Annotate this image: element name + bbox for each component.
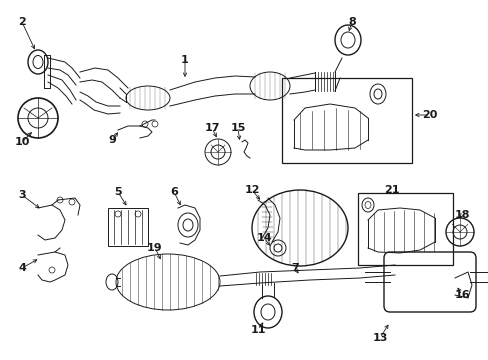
- Text: 17: 17: [204, 123, 219, 133]
- Text: 16: 16: [453, 290, 469, 300]
- Text: 7: 7: [290, 263, 298, 273]
- Text: 4: 4: [18, 263, 26, 273]
- Bar: [282, 78, 411, 163]
- Text: 12: 12: [244, 185, 259, 195]
- Text: 14: 14: [256, 233, 271, 243]
- Text: 10: 10: [14, 137, 30, 147]
- Text: 6: 6: [170, 187, 178, 197]
- Text: 21: 21: [384, 185, 399, 195]
- Text: 8: 8: [347, 17, 355, 27]
- Text: 11: 11: [250, 325, 265, 335]
- Text: 13: 13: [371, 333, 387, 343]
- Text: 19: 19: [147, 243, 163, 253]
- Text: 5: 5: [114, 187, 122, 197]
- Text: 18: 18: [453, 210, 469, 220]
- Text: 9: 9: [108, 135, 116, 145]
- Text: 15: 15: [230, 123, 245, 133]
- Bar: [357, 193, 452, 265]
- Text: 2: 2: [18, 17, 26, 27]
- Text: 3: 3: [18, 190, 26, 200]
- Text: 20: 20: [422, 110, 437, 120]
- Bar: [108, 208, 148, 246]
- Text: 1: 1: [181, 55, 188, 65]
